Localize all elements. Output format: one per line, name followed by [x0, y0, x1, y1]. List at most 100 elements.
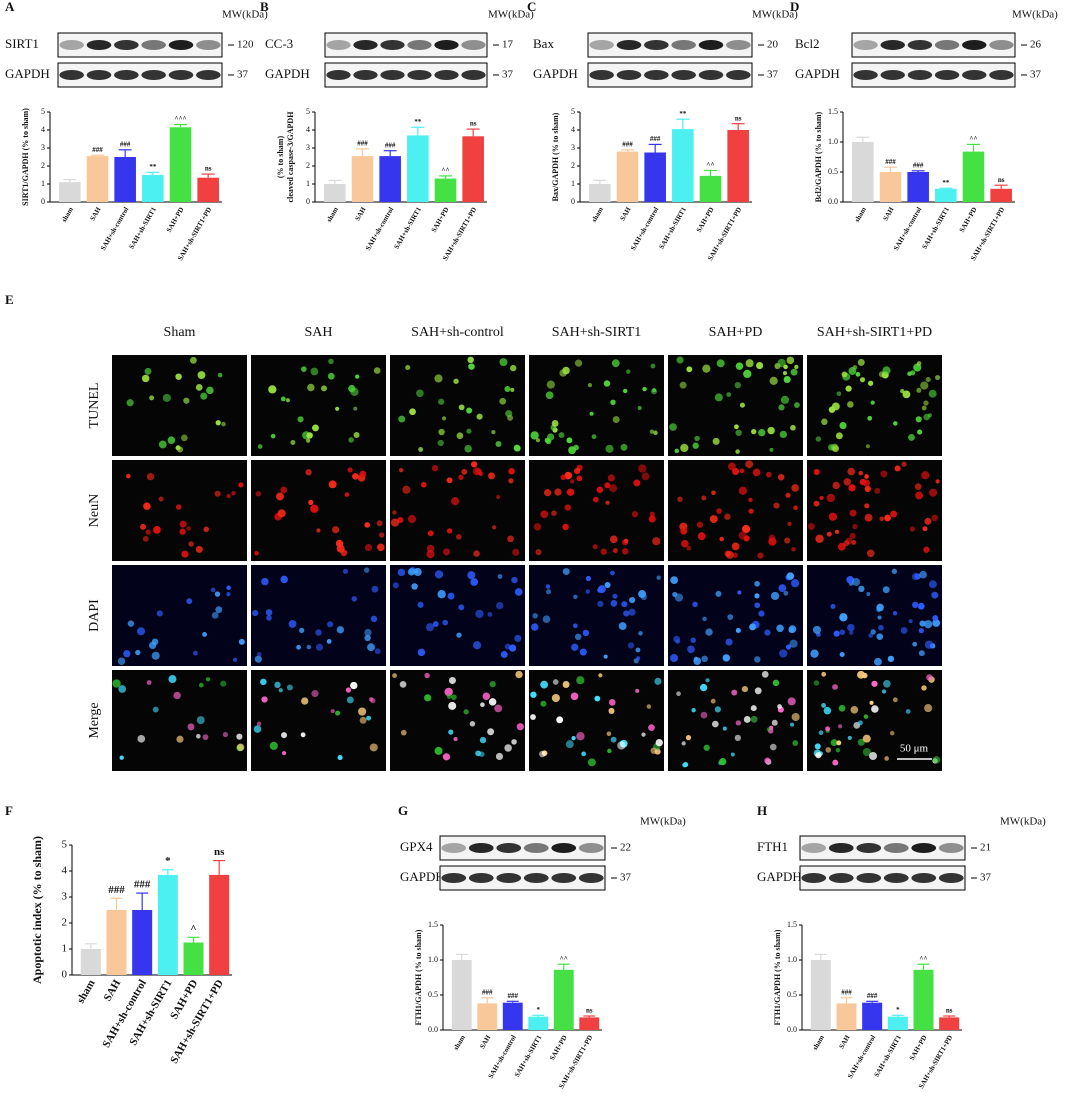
significance-label: *	[896, 1006, 900, 1014]
cell-dot	[311, 689, 319, 698]
bar	[434, 178, 457, 202]
x-tick-label: sham	[60, 206, 75, 224]
cell-dot	[691, 707, 696, 713]
cell-dot	[559, 369, 567, 377]
cell-dot	[921, 471, 930, 480]
bar	[502, 1002, 523, 1030]
micrograph	[529, 565, 664, 666]
y-tick-label: 1.5	[428, 920, 438, 929]
cell-dot	[285, 398, 291, 403]
cell-dot	[783, 364, 788, 370]
cell-dot	[455, 533, 462, 540]
y-tick-label: 1.0	[828, 137, 838, 146]
cell-dot	[629, 596, 636, 604]
cell-dot	[622, 388, 628, 394]
cell-dot	[919, 570, 927, 579]
significance-label: ###	[913, 161, 924, 169]
cell-dot	[487, 728, 495, 736]
blot-band	[141, 40, 166, 50]
blot-label: GAPDH	[795, 66, 840, 81]
cell-dot	[508, 478, 514, 484]
blot-label: FTH1	[757, 839, 788, 854]
cell-dot	[776, 624, 784, 633]
row-label: Merge	[87, 702, 102, 738]
cell-dot	[649, 429, 655, 434]
cell-dot	[568, 446, 576, 455]
cell-dot	[266, 614, 272, 621]
cell-dot	[610, 570, 615, 576]
cell-dot	[768, 534, 776, 542]
cell-dot	[443, 548, 451, 556]
cell-dot	[497, 574, 503, 579]
cell-dot	[862, 734, 871, 743]
cell-dot	[399, 681, 407, 688]
blot-band	[168, 70, 194, 80]
cell-dot	[874, 487, 881, 494]
cell-dot	[268, 385, 277, 394]
cell-dot	[508, 468, 515, 475]
cell-dot	[397, 568, 406, 577]
bar	[913, 969, 934, 1030]
cell-dot	[681, 539, 689, 548]
cell-dot	[670, 576, 679, 585]
blot-frame	[587, 32, 753, 58]
bar	[59, 182, 81, 202]
cell-dot	[743, 716, 751, 723]
blot-band	[578, 873, 604, 883]
cell-dot	[434, 374, 443, 383]
cell-dot	[735, 429, 742, 436]
cell-dot	[620, 443, 628, 451]
cell-dot	[254, 655, 262, 663]
cell-dot	[438, 398, 445, 405]
blot-band	[671, 40, 696, 50]
cell-dot	[373, 367, 381, 374]
cell-dot	[366, 715, 372, 721]
cell-dot	[761, 670, 769, 678]
cell-dot	[863, 714, 869, 719]
cell-dot	[769, 447, 774, 452]
cell-dot	[470, 578, 479, 586]
blot-label: GAPDH	[265, 66, 310, 81]
bar	[209, 874, 230, 975]
blot-band	[353, 70, 378, 80]
cell-dot	[654, 677, 662, 685]
cell-dot	[692, 601, 698, 608]
cell-dot	[703, 744, 710, 751]
cell-dot	[750, 705, 757, 712]
cell-dot	[901, 461, 907, 467]
cell-dot	[823, 706, 832, 715]
cell-dot	[834, 529, 839, 534]
micrograph	[807, 355, 942, 456]
micrograph	[251, 355, 386, 456]
cell-dot	[496, 494, 501, 500]
cell-dot	[818, 730, 824, 736]
cell-dot	[757, 552, 764, 559]
cell-dot	[656, 575, 661, 580]
cell-dot	[835, 432, 843, 440]
x-tick-label: SAH+PD	[695, 206, 716, 234]
cell-dot	[694, 435, 700, 442]
cell-dot	[715, 590, 722, 597]
cell-dot	[540, 700, 547, 707]
cell-dot	[722, 654, 731, 662]
cell-dot	[727, 614, 734, 620]
x-tick-label: SAH+PD	[958, 206, 979, 234]
cell-dot	[210, 587, 216, 593]
cell-dot	[257, 444, 263, 449]
cell-dot	[738, 486, 748, 495]
cell-dot	[307, 383, 315, 392]
cell-dot	[447, 592, 455, 600]
cell-dot	[849, 509, 857, 517]
cell-dot	[231, 490, 236, 496]
significance-label: ns	[214, 846, 225, 858]
cell-dot	[508, 644, 517, 652]
x-tick-label: SAH+PD	[430, 206, 451, 234]
cell-dot	[653, 430, 658, 436]
mw-value: 37	[767, 69, 779, 81]
cell-dot	[328, 480, 337, 489]
x-tick-label: SAH+sh-control	[99, 206, 130, 252]
cell-dot	[686, 366, 693, 373]
cell-dot	[576, 676, 585, 685]
cell-dot	[507, 535, 514, 543]
cell-dot	[589, 411, 594, 416]
